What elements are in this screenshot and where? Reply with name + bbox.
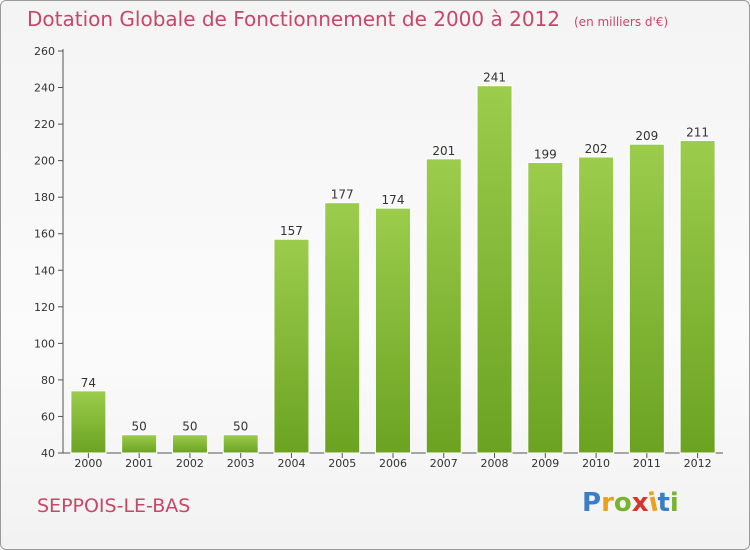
- bar: [476, 85, 513, 454]
- logo-letter: x: [631, 488, 649, 518]
- bar-value-label: 50: [132, 420, 147, 434]
- bar-value-label: 211: [686, 126, 709, 140]
- bar-value-label: 174: [382, 193, 405, 207]
- x-tick-label: 2001: [125, 457, 153, 470]
- bar: [222, 434, 259, 454]
- y-tick-label: 40: [41, 447, 55, 460]
- chart-unit-note: (en milliers d'€): [574, 15, 669, 29]
- bar: [70, 390, 107, 454]
- logo-letter: r: [601, 488, 614, 518]
- y-tick-label: 80: [41, 374, 55, 387]
- x-tick-label: 2007: [430, 457, 458, 470]
- bar: [578, 156, 615, 454]
- bar: [324, 202, 361, 454]
- x-tick-label: 2000: [74, 457, 102, 470]
- bar: [273, 238, 310, 454]
- chart-title-block: Dotation Globale de Fonctionnement de 20…: [27, 7, 668, 31]
- x-tick-label: 2004: [277, 457, 305, 470]
- bar-value-label: 241: [483, 71, 506, 85]
- bar-value-label: 50: [182, 420, 197, 434]
- commune-name: SEPPOIS-LE-BAS: [37, 495, 191, 517]
- bar: [527, 161, 564, 454]
- bar-value-label: 199: [534, 147, 557, 161]
- logo-letter: P: [582, 488, 602, 518]
- bar-value-label: 201: [432, 144, 455, 158]
- x-tick-label: 2008: [481, 457, 509, 470]
- logo-letter: t: [657, 488, 670, 518]
- bar-value-label: 202: [585, 142, 608, 156]
- logo-letter: i: [669, 488, 679, 518]
- bar: [425, 158, 462, 454]
- y-tick-label: 200: [34, 155, 55, 168]
- x-tick-label: 2005: [328, 457, 356, 470]
- y-tick-label: 260: [34, 45, 55, 58]
- bar-value-label: 209: [635, 129, 658, 143]
- y-tick-label: 100: [34, 337, 55, 350]
- bar: [375, 207, 411, 454]
- y-tick-label: 180: [34, 191, 55, 204]
- x-tick-label: 2009: [531, 457, 559, 470]
- bar-value-label: 177: [331, 188, 354, 202]
- bar-value-label: 50: [233, 420, 248, 434]
- y-tick-label: 120: [34, 301, 55, 314]
- bar: [171, 434, 208, 454]
- y-tick-label: 140: [34, 264, 55, 277]
- bar: [679, 140, 716, 454]
- bar-value-label: 157: [280, 224, 303, 238]
- y-tick-label: 220: [34, 118, 55, 131]
- bar-value-label: 74: [81, 376, 96, 390]
- bar: [121, 434, 158, 454]
- x-tick-label: 2003: [227, 457, 255, 470]
- y-tick-label: 160: [34, 228, 55, 241]
- x-tick-label: 2010: [582, 457, 610, 470]
- proxiti-logo: Proxiti: [582, 487, 679, 518]
- x-tick-label: 2002: [176, 457, 204, 470]
- x-tick-label: 2012: [684, 457, 712, 470]
- chart-title: Dotation Globale de Fonctionnement de 20…: [27, 7, 560, 31]
- y-tick-label: 240: [34, 82, 55, 95]
- bar: [628, 143, 665, 454]
- logo-letter: o: [613, 488, 632, 518]
- y-tick-label: 60: [41, 410, 55, 423]
- x-tick-label: 2011: [633, 457, 661, 470]
- x-tick-label: 2006: [379, 457, 407, 470]
